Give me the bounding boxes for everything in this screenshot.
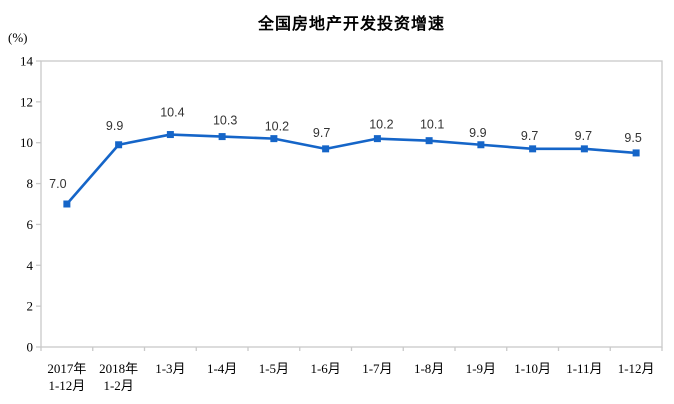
data-point-label: 10.4 bbox=[160, 106, 184, 120]
data-point-label: 9.7 bbox=[521, 129, 538, 143]
data-point-marker bbox=[580, 145, 588, 153]
x-tick-label: 1-11月 bbox=[566, 361, 602, 376]
plot-border bbox=[40, 60, 663, 348]
data-point-marker bbox=[373, 135, 381, 143]
y-tick-label: 2 bbox=[27, 299, 34, 314]
y-tick-label: 12 bbox=[20, 94, 33, 109]
x-tick-label: 1-4月 bbox=[207, 361, 237, 376]
x-tick-label: 1-2月 bbox=[103, 378, 133, 393]
data-point-marker bbox=[218, 133, 226, 141]
data-point-marker bbox=[270, 135, 278, 143]
data-point-marker bbox=[63, 200, 71, 208]
x-tick-label: 1-6月 bbox=[310, 361, 340, 376]
y-tick-label: 8 bbox=[27, 176, 34, 191]
data-point-label: 10.2 bbox=[265, 120, 289, 134]
x-tick-label: 1-7月 bbox=[362, 361, 392, 376]
x-tick-label: 1-10月 bbox=[514, 361, 551, 376]
x-tick-label: 2018年 bbox=[99, 361, 138, 376]
data-point-label: 10.1 bbox=[420, 118, 444, 132]
data-point-label: 9.9 bbox=[106, 119, 123, 133]
data-point-label: 9.9 bbox=[469, 126, 486, 140]
y-tick-label: 10 bbox=[20, 135, 33, 150]
y-tick-label: 6 bbox=[27, 217, 34, 232]
data-point-marker bbox=[166, 131, 174, 139]
data-point-label: 7.0 bbox=[49, 177, 66, 191]
data-point-marker bbox=[425, 137, 433, 145]
x-tick-label: 1-3月 bbox=[155, 361, 185, 376]
x-tick-label: 1-12月 bbox=[48, 378, 85, 393]
data-point-marker bbox=[632, 149, 640, 157]
data-point-label: 10.2 bbox=[369, 118, 393, 132]
x-tick-label: 1-8月 bbox=[414, 361, 444, 376]
data-point-label: 9.5 bbox=[624, 131, 641, 145]
x-tick-label: 1-12月 bbox=[618, 361, 655, 376]
x-tick-label: 1-5月 bbox=[259, 361, 289, 376]
y-tick-label: 4 bbox=[27, 258, 34, 273]
y-tick-label: 14 bbox=[20, 54, 34, 69]
data-point-marker bbox=[115, 141, 123, 149]
data-point-label: 10.3 bbox=[213, 114, 237, 128]
y-tick-label: 0 bbox=[27, 340, 34, 355]
data-point-label: 9.7 bbox=[575, 129, 592, 143]
x-tick-label: 1-9月 bbox=[466, 361, 496, 376]
y-axis-unit-label: (%) bbox=[8, 30, 28, 45]
data-point-label: 9.7 bbox=[313, 126, 330, 140]
data-point-marker bbox=[322, 145, 330, 153]
x-tick-label: 2017年 bbox=[47, 361, 86, 376]
chart-line bbox=[65, 133, 637, 205]
data-point-marker bbox=[477, 141, 485, 149]
chart-title: 全国房地产开发投资增速 bbox=[257, 16, 445, 33]
data-point-marker bbox=[529, 145, 537, 153]
